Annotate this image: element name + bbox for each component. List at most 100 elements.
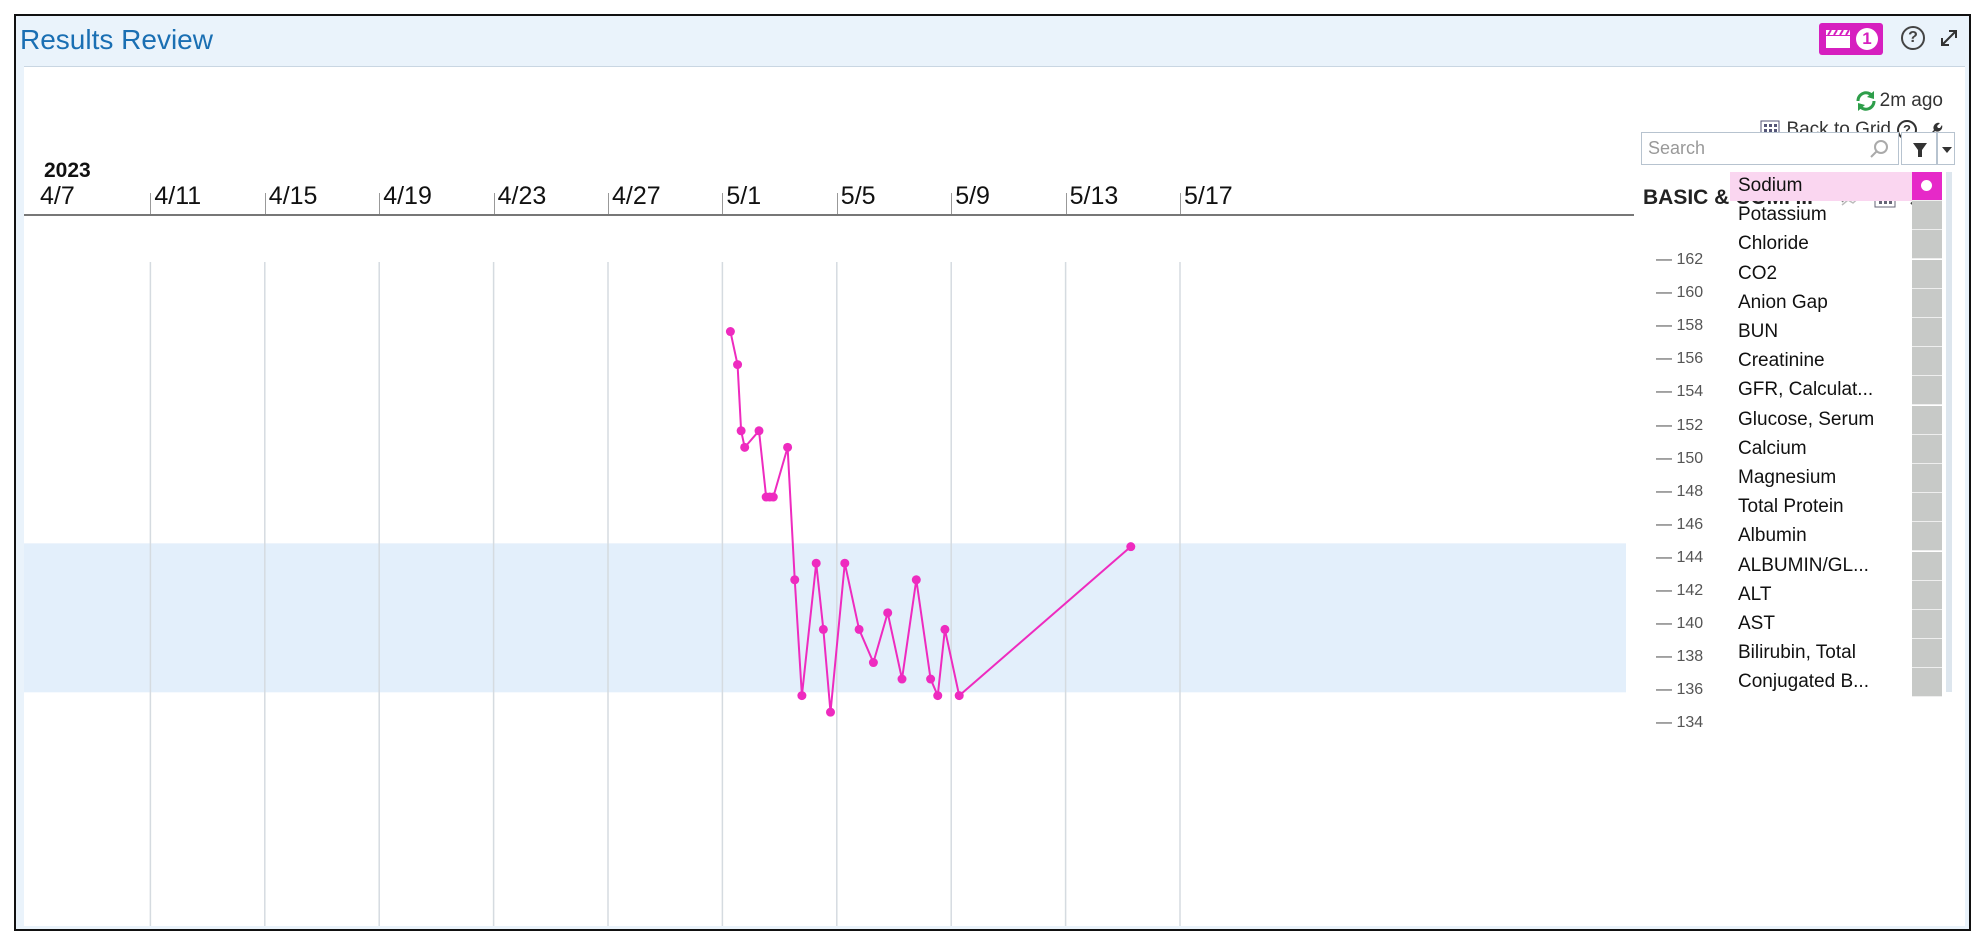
sodium-data-point[interactable] — [736, 426, 746, 436]
date-label: 4/27 — [612, 182, 661, 210]
sodium-data-point[interactable] — [790, 575, 800, 585]
date-tick — [379, 193, 381, 215]
analyte-item[interactable]: ALBUMIN/GL... — [1730, 551, 1942, 581]
analyte-toggle[interactable] — [1912, 464, 1942, 493]
analyte-toggle[interactable] — [1912, 376, 1942, 406]
analyte-name: Potassium — [1738, 204, 1827, 226]
analyte-item[interactable]: Anion Gap — [1730, 288, 1942, 318]
analyte-item[interactable]: CO2 — [1730, 259, 1942, 289]
sodium-data-point[interactable] — [768, 492, 778, 502]
sodium-data-point[interactable] — [897, 674, 907, 684]
analyte-toggle[interactable] — [1912, 668, 1942, 698]
analyte-item[interactable]: Calcium — [1730, 434, 1942, 464]
analyte-name: Bilirubin, Total — [1738, 642, 1856, 664]
date-tick — [1065, 193, 1067, 215]
analyte-item[interactable]: Conjugated B... — [1730, 668, 1942, 698]
filter-button[interactable] — [1901, 132, 1937, 165]
analyte-name: ALBUMIN/GL... — [1738, 554, 1869, 576]
analyte-toggle[interactable] — [1912, 172, 1942, 201]
analyte-item[interactable]: Bilirubin, Total — [1730, 639, 1942, 669]
analyte-toggle[interactable] — [1912, 551, 1942, 581]
analyte-toggle[interactable] — [1912, 230, 1942, 260]
sodium-data-point[interactable] — [868, 658, 878, 668]
search-input[interactable] — [1642, 133, 1874, 164]
expand-icon[interactable] — [1937, 26, 1961, 50]
date-label: 4/7 — [40, 182, 75, 210]
date-label: 5/9 — [955, 182, 990, 210]
date-tick — [493, 193, 495, 215]
film-notification-button[interactable]: 1 — [1819, 23, 1883, 55]
sodium-data-point[interactable] — [1126, 542, 1136, 552]
date-label: 5/17 — [1184, 182, 1233, 210]
sodium-data-point[interactable] — [926, 674, 936, 684]
sodium-data-point[interactable] — [811, 558, 821, 568]
analyte-item[interactable]: Chloride — [1730, 230, 1942, 260]
date-label: 5/1 — [726, 182, 762, 210]
y-tick-label: — 158 — [1656, 317, 1704, 335]
date-label: 4/15 — [268, 182, 318, 210]
analyte-item[interactable]: ALT — [1730, 580, 1942, 610]
analyte-toggle[interactable] — [1912, 347, 1942, 377]
sodium-trend-chart — [24, 262, 1626, 926]
sodium-data-point[interactable] — [740, 442, 750, 452]
analyte-toggle[interactable] — [1912, 610, 1942, 639]
sodium-data-point[interactable] — [754, 426, 764, 436]
analyte-name: Magnesium — [1738, 467, 1837, 488]
analyte-item[interactable]: Creatinine — [1730, 347, 1942, 377]
search-icon[interactable] — [1868, 138, 1890, 160]
sodium-data-point[interactable] — [911, 575, 921, 585]
analyte-toggle[interactable] — [1912, 493, 1942, 523]
sodium-data-point[interactable] — [733, 360, 743, 370]
sodium-data-point[interactable] — [840, 558, 850, 568]
analyte-item[interactable]: Albumin — [1730, 522, 1942, 552]
analyte-toggle[interactable] — [1912, 522, 1942, 552]
sodium-data-point[interactable] — [883, 608, 893, 618]
filter-dropdown-button[interactable] — [1937, 132, 1955, 165]
sodium-data-point[interactable] — [783, 442, 793, 452]
analyte-toggle[interactable] — [1912, 201, 1942, 231]
y-tick-label: — 162 — [1656, 251, 1704, 268]
y-tick-label: — 134 — [1656, 714, 1704, 732]
refresh-status[interactable]: 2m ago — [1854, 89, 1943, 113]
analyte-toggle[interactable] — [1912, 639, 1942, 669]
analyte-toggle[interactable] — [1912, 259, 1942, 289]
analyte-item[interactable]: AST — [1730, 610, 1942, 639]
analyte-item[interactable]: Magnesium — [1730, 464, 1942, 493]
analyte-item[interactable]: BUN — [1730, 318, 1942, 347]
analyte-toggle[interactable] — [1912, 405, 1942, 435]
analyte-name: AST — [1738, 613, 1775, 634]
y-tick-label: — 144 — [1656, 548, 1704, 566]
refresh-time: 2m ago — [1879, 90, 1943, 111]
analyte-name: BUN — [1738, 321, 1779, 342]
sodium-data-point[interactable] — [854, 624, 864, 634]
analyte-toggle[interactable] — [1912, 580, 1942, 610]
date-tick — [150, 193, 152, 215]
sodium-data-point[interactable] — [818, 624, 828, 634]
sodium-data-point[interactable] — [954, 691, 964, 701]
help-icon[interactable]: ? — [1901, 26, 1925, 50]
y-tick-label: — 152 — [1656, 416, 1704, 434]
analyte-item[interactable]: Potassium — [1730, 201, 1942, 231]
analyte-name: CO2 — [1738, 262, 1778, 284]
sodium-data-point[interactable] — [797, 691, 807, 701]
date-tick — [264, 193, 266, 215]
sodium-data-point[interactable] — [725, 327, 735, 337]
date-label: 4/11 — [154, 182, 202, 210]
analyte-item[interactable]: GFR, Calculat... — [1730, 376, 1942, 406]
analyte-name: Sodium — [1738, 175, 1803, 196]
sodium-data-point[interactable] — [933, 691, 943, 701]
date-tick — [608, 193, 609, 215]
analyte-toggle[interactable] — [1912, 434, 1942, 464]
analyte-toggle[interactable] — [1912, 318, 1942, 347]
film-clapper-icon — [1826, 29, 1850, 48]
analyte-item[interactable]: Total Protein — [1730, 493, 1942, 523]
y-tick-label: — 136 — [1656, 681, 1704, 699]
analyte-toggle[interactable] — [1912, 288, 1942, 318]
analyte-list-scrollbar[interactable] — [1946, 172, 1952, 692]
sodium-data-point[interactable] — [940, 624, 950, 634]
analyte-item[interactable]: Sodium — [1730, 172, 1942, 201]
sodium-data-point[interactable] — [826, 707, 835, 717]
analyte-name: Anion Gap — [1738, 291, 1828, 313]
analyte-item[interactable]: Glucose, Serum — [1730, 405, 1942, 435]
analyte-name: ALT — [1738, 583, 1772, 605]
